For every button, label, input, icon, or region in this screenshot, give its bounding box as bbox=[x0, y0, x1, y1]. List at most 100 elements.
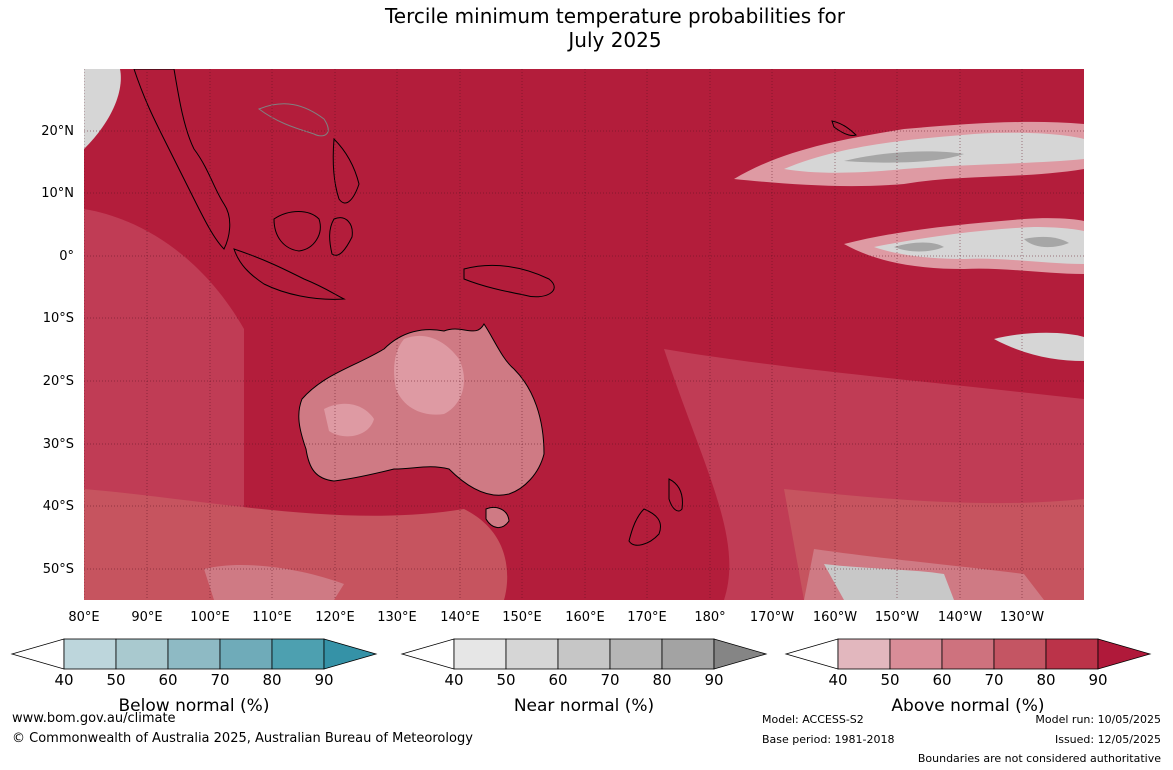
lat-label-50s: 50°S bbox=[42, 562, 74, 577]
near-colorbar-segment bbox=[661, 638, 715, 670]
lon-label-160e: 160°E bbox=[565, 610, 605, 625]
lon-label-170e: 170°E bbox=[627, 610, 667, 625]
near-tick-70: 70 bbox=[600, 671, 620, 689]
below-colorbar-high-arrow bbox=[323, 638, 378, 670]
lon-label-130e: 130°E bbox=[377, 610, 417, 625]
nw-corner-near bbox=[84, 69, 121, 149]
near-normal-label: Near normal (%) bbox=[513, 696, 655, 716]
above-colorbar-high-arrow bbox=[1097, 638, 1152, 670]
borneo bbox=[273, 211, 321, 252]
above-normal-colorbar bbox=[784, 638, 1152, 670]
new-zealand-north bbox=[668, 478, 683, 512]
australia-inland-light bbox=[394, 335, 464, 415]
near-colorbar-segment bbox=[609, 638, 663, 670]
se-asia-mainland bbox=[133, 69, 231, 250]
lon-label-150e: 150°E bbox=[502, 610, 542, 625]
below-colorbar-segment bbox=[167, 638, 221, 670]
title-line-1: Tercile minimum temperature probabilitie… bbox=[384, 4, 846, 28]
below-colorbar-segment bbox=[219, 638, 273, 670]
lat-label-40s: 40°S bbox=[42, 499, 74, 514]
lon-label-140w: 140°W bbox=[937, 610, 983, 625]
above-tick-80: 80 bbox=[1036, 671, 1056, 689]
near-tick-50: 50 bbox=[496, 671, 516, 689]
below-normal-colorbar bbox=[10, 638, 378, 670]
lon-label-180: 180° bbox=[694, 610, 726, 625]
near-tick-40: 40 bbox=[444, 671, 464, 689]
indochina-borders bbox=[257, 103, 329, 137]
above-colorbar-segment bbox=[837, 638, 891, 670]
new-guinea bbox=[463, 264, 555, 298]
lon-label-120e: 120°E bbox=[315, 610, 355, 625]
probability-map bbox=[84, 69, 1084, 600]
above-tick-90: 90 bbox=[1088, 671, 1108, 689]
near-normal-south bbox=[824, 564, 954, 600]
lon-label-150w: 150°W bbox=[874, 610, 920, 625]
chart-title: Tercile minimum temperature probabilitie… bbox=[0, 4, 1173, 52]
sulawesi bbox=[329, 217, 353, 256]
model-text: Model: ACCESS-S2 bbox=[762, 713, 864, 726]
near-colorbar-high-arrow bbox=[713, 638, 768, 670]
lat-label-0: 0° bbox=[59, 249, 74, 264]
lat-label-30s: 30°S bbox=[42, 437, 74, 452]
issued-text: Issued: 12/05/2025 bbox=[1054, 733, 1161, 746]
lon-label-140e: 140°E bbox=[440, 610, 480, 625]
title-line-2: July 2025 bbox=[568, 28, 662, 52]
near-colorbar-low-arrow bbox=[400, 638, 455, 670]
north-pacific-near-dark bbox=[844, 151, 964, 163]
model-run-text: Model run: 10/05/2025 bbox=[1035, 713, 1161, 726]
lon-label-110e: 110°E bbox=[252, 610, 292, 625]
copyright-text: © Commonwealth of Australia 2025, Austra… bbox=[12, 731, 473, 746]
new-zealand-south bbox=[628, 508, 661, 546]
near-tick-80: 80 bbox=[652, 671, 672, 689]
near-tick-90: 90 bbox=[704, 671, 724, 689]
lat-label-20s: 20°S bbox=[42, 374, 74, 389]
above-colorbar-segment bbox=[941, 638, 995, 670]
below-tick-50: 50 bbox=[106, 671, 126, 689]
above-tick-50: 50 bbox=[880, 671, 900, 689]
lon-label-100e: 100°E bbox=[190, 610, 230, 625]
equatorial-pacific-near bbox=[874, 227, 1084, 264]
near-colorbar-segment bbox=[557, 638, 611, 670]
below-tick-80: 80 bbox=[262, 671, 282, 689]
above-tick-60: 60 bbox=[932, 671, 952, 689]
south-ocean-band bbox=[84, 489, 508, 600]
lon-label-130w: 130°W bbox=[999, 610, 1045, 625]
below-tick-60: 60 bbox=[158, 671, 178, 689]
lon-label-160w: 160°W bbox=[812, 610, 858, 625]
tasmania bbox=[485, 507, 510, 528]
south-light-patch bbox=[204, 564, 344, 600]
above-tick-70: 70 bbox=[984, 671, 1004, 689]
below-normal-label: Below normal (%) bbox=[118, 696, 270, 716]
above-colorbar-segment bbox=[1045, 638, 1099, 670]
lon-label-80e: 80°E bbox=[68, 610, 100, 625]
above-normal-label: Above normal (%) bbox=[891, 696, 1045, 716]
below-tick-40: 40 bbox=[54, 671, 74, 689]
above-colorbar-low-arrow bbox=[784, 638, 839, 670]
lon-label-90e: 90°E bbox=[131, 610, 163, 625]
near-tick-60: 60 bbox=[548, 671, 568, 689]
philippines bbox=[332, 137, 360, 204]
near-normal-colorbar bbox=[400, 638, 768, 670]
hawaii bbox=[831, 120, 857, 136]
below-colorbar-segment bbox=[115, 638, 169, 670]
australia-west-light bbox=[324, 403, 374, 437]
equatorial-near-dark-1 bbox=[894, 242, 944, 252]
lat-label-10s: 10°S bbox=[42, 311, 74, 326]
lat-label-20n: 20°N bbox=[41, 124, 74, 139]
disclaimer-text: Boundaries are not considered authoritat… bbox=[917, 752, 1161, 765]
near-colorbar-segment bbox=[453, 638, 507, 670]
base-period-text: Base period: 1981-2018 bbox=[762, 733, 895, 746]
below-tick-90: 90 bbox=[314, 671, 334, 689]
lon-label-170w: 170°W bbox=[749, 610, 795, 625]
website-link[interactable]: www.bom.gov.au/climate bbox=[12, 711, 176, 726]
east-pacific-near bbox=[994, 332, 1084, 361]
below-tick-70: 70 bbox=[210, 671, 230, 689]
above-colorbar-segment bbox=[993, 638, 1047, 670]
above-colorbar-segment bbox=[889, 638, 943, 670]
below-colorbar-low-arrow bbox=[10, 638, 65, 670]
lat-label-10n: 10°N bbox=[41, 186, 74, 201]
above-tick-40: 40 bbox=[828, 671, 848, 689]
below-colorbar-segment bbox=[271, 638, 325, 670]
near-colorbar-segment bbox=[505, 638, 559, 670]
equatorial-near-dark-2 bbox=[1024, 236, 1069, 248]
